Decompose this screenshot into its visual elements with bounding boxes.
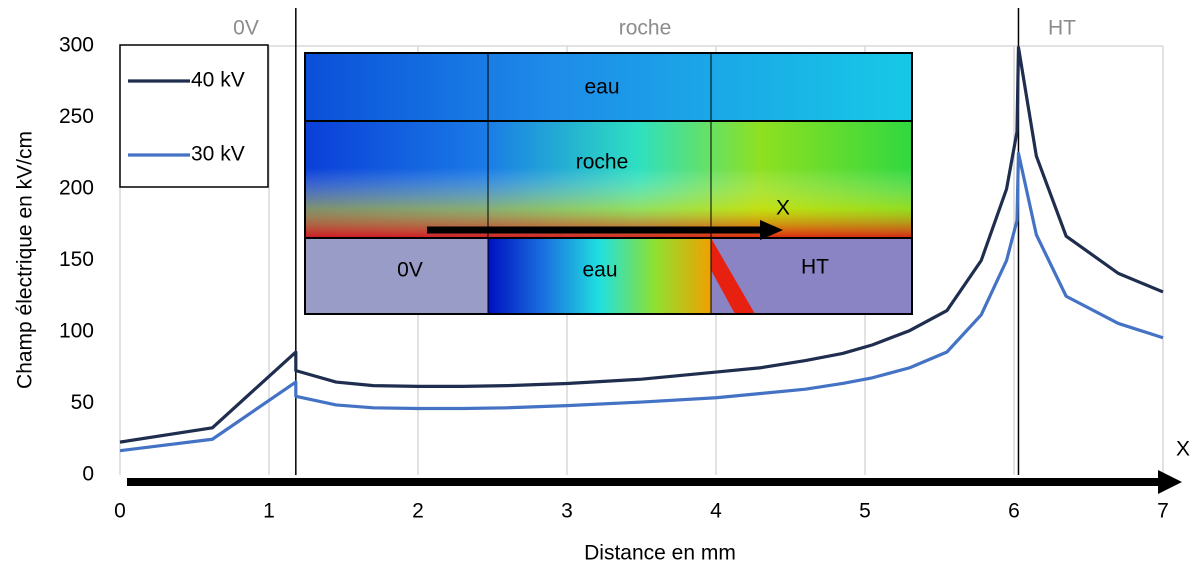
legend-label: 40 kV [191, 69, 245, 92]
y-tick-label: 300 [59, 34, 94, 57]
inset-label: roche [576, 151, 629, 174]
legend: 40 kV 30 kV [119, 44, 269, 188]
inset-region [488, 238, 711, 314]
x-tick-label: 6 [1008, 500, 1020, 523]
region-label: 0V [233, 17, 259, 40]
x-tick-label: 3 [561, 500, 573, 523]
x-tick-label: 0 [114, 500, 126, 523]
y-tick-label: 200 [59, 177, 94, 200]
x-tick-label: 7 [1157, 500, 1169, 523]
plot-layer: 0 1 2 3 4 5 6 7 0 50 100 150 200 250 300 0V roche HT [59, 8, 1169, 523]
x-tick-label: 4 [710, 500, 722, 523]
inset-arrowhead [760, 220, 783, 240]
inset-label: HT [801, 256, 829, 279]
inset-label: X [776, 197, 790, 220]
inset-label: eau [584, 76, 619, 99]
series-line [119, 151, 1164, 453]
inset: eau roche 0V eau HT X [304, 52, 913, 315]
region-label: HT [1048, 17, 1076, 40]
y-axis-label: Champ électrique en kV/cm [14, 131, 37, 389]
region-label: roche [619, 17, 672, 40]
x-axis-label: Distance en mm [584, 542, 736, 565]
series-line [119, 45, 1164, 444]
inset-label: 0V [397, 259, 423, 282]
x-tick-label: 2 [412, 500, 424, 523]
inset-electrode [305, 238, 488, 314]
inset-border [304, 52, 913, 315]
y-tick-label: 50 [71, 391, 94, 414]
axis-arrow-label: X [1176, 438, 1190, 461]
y-tick-label: 250 [59, 105, 94, 128]
legend-label: 30 kV [191, 143, 245, 166]
axis-arrowhead [1158, 470, 1182, 494]
y-tick-label: 100 [59, 320, 94, 343]
legend-box [119, 44, 269, 188]
inset-hotspot [711, 238, 755, 314]
inset-region [305, 121, 912, 238]
x-tick-label: 1 [263, 500, 275, 523]
inset-label: eau [582, 259, 617, 282]
y-tick-label: 150 [59, 248, 94, 271]
inset-region [305, 53, 912, 121]
x-tick-label: 5 [859, 500, 871, 523]
y-tick-label: 0 [82, 463, 94, 486]
